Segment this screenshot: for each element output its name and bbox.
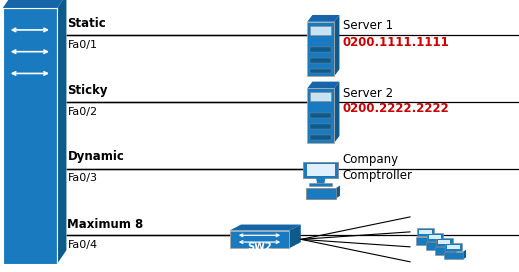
FancyBboxPatch shape <box>310 69 331 73</box>
Text: Fa0/4: Fa0/4 <box>67 240 98 250</box>
Polygon shape <box>444 240 447 250</box>
FancyBboxPatch shape <box>310 58 331 63</box>
FancyBboxPatch shape <box>447 245 460 249</box>
FancyBboxPatch shape <box>438 240 450 244</box>
Polygon shape <box>290 225 301 248</box>
Polygon shape <box>229 225 301 231</box>
FancyBboxPatch shape <box>444 252 463 259</box>
Polygon shape <box>57 0 66 264</box>
FancyBboxPatch shape <box>310 47 331 52</box>
FancyBboxPatch shape <box>416 237 435 245</box>
Text: Fa0/1: Fa0/1 <box>67 40 98 50</box>
FancyBboxPatch shape <box>436 238 453 246</box>
Text: Comptroller: Comptroller <box>343 169 413 182</box>
Text: Dynamic: Dynamic <box>67 150 125 163</box>
FancyBboxPatch shape <box>427 233 443 241</box>
FancyBboxPatch shape <box>445 243 462 251</box>
Polygon shape <box>334 15 339 76</box>
FancyBboxPatch shape <box>229 231 290 248</box>
FancyBboxPatch shape <box>429 235 441 239</box>
Polygon shape <box>307 82 339 88</box>
Text: Server 2: Server 2 <box>343 86 393 100</box>
Polygon shape <box>336 186 340 199</box>
Polygon shape <box>316 178 325 184</box>
Polygon shape <box>334 82 339 143</box>
FancyBboxPatch shape <box>307 22 334 76</box>
Text: Maximum 8: Maximum 8 <box>67 218 144 231</box>
FancyBboxPatch shape <box>310 113 331 118</box>
FancyBboxPatch shape <box>307 164 335 176</box>
Polygon shape <box>435 235 438 245</box>
FancyBboxPatch shape <box>417 228 434 236</box>
Text: 0200.2222.2222: 0200.2222.2222 <box>343 102 449 115</box>
FancyBboxPatch shape <box>303 162 338 178</box>
FancyBboxPatch shape <box>310 124 331 129</box>
FancyBboxPatch shape <box>310 26 331 35</box>
FancyBboxPatch shape <box>309 183 332 186</box>
Text: SW2: SW2 <box>247 242 272 252</box>
Text: Static: Static <box>67 17 106 30</box>
Polygon shape <box>463 250 466 259</box>
Polygon shape <box>307 15 339 22</box>
Text: Fa0/3: Fa0/3 <box>67 173 98 183</box>
FancyBboxPatch shape <box>306 188 336 199</box>
FancyBboxPatch shape <box>426 242 444 250</box>
FancyBboxPatch shape <box>419 230 432 234</box>
FancyBboxPatch shape <box>3 8 57 264</box>
FancyBboxPatch shape <box>310 135 331 140</box>
FancyBboxPatch shape <box>310 92 331 101</box>
Text: 0200.1111.1111: 0200.1111.1111 <box>343 36 449 49</box>
Polygon shape <box>454 245 457 255</box>
FancyBboxPatch shape <box>435 247 454 255</box>
Text: Company: Company <box>343 153 399 166</box>
Polygon shape <box>3 0 66 8</box>
Text: Fa0/2: Fa0/2 <box>67 107 98 116</box>
Text: Sticky: Sticky <box>67 84 108 97</box>
Text: Server 1: Server 1 <box>343 19 393 32</box>
FancyBboxPatch shape <box>307 88 334 143</box>
